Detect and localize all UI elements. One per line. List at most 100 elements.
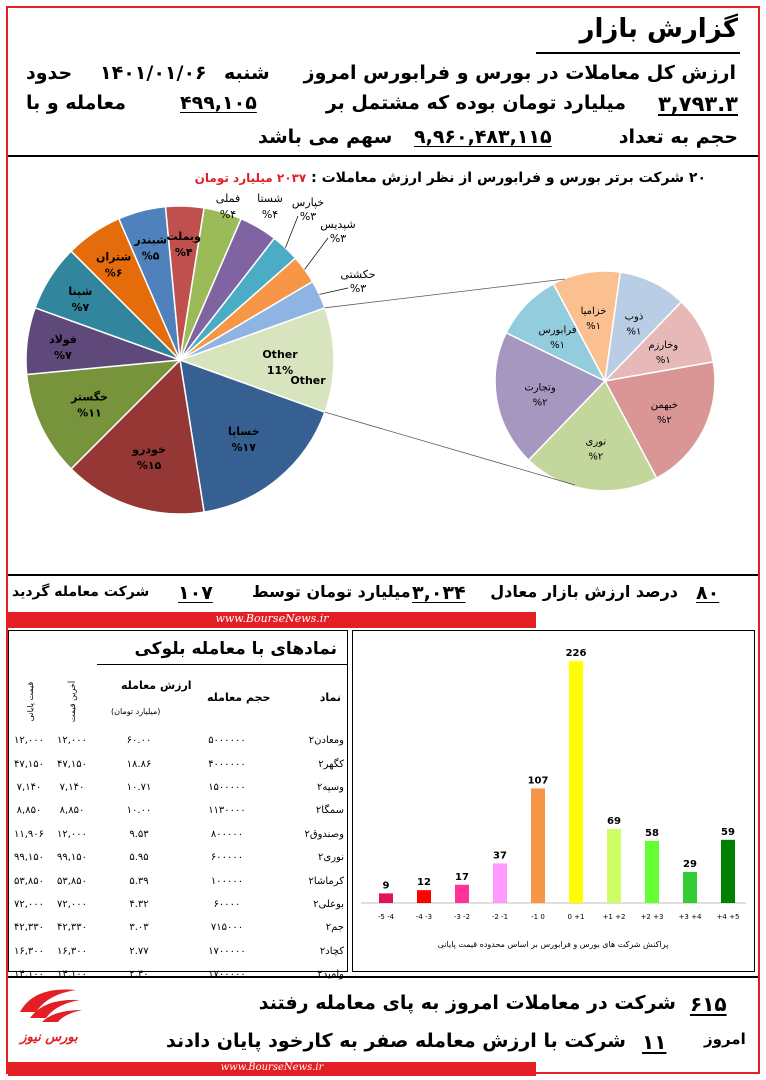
final-price-cell: ۷,۱۴۰ <box>16 781 42 793</box>
sub-pie-label-0: خزامیا <box>581 306 607 317</box>
traded-text: شرکت در معاملات امروز به پای معامله رفتن… <box>258 992 676 1014</box>
final-price-cell: ۹۹,۱۵۰ <box>13 852 45 864</box>
divider <box>8 574 758 576</box>
col-symbol-header: نماد <box>319 691 341 704</box>
volume-cell: ۱۵۰۰۰۰۰ <box>208 781 246 793</box>
pie-title-text: ۲۰ شرکت برتر بورس و فرابورس از نظر ارزش … <box>311 170 706 186</box>
pie-pct-8: %۴ <box>175 246 193 259</box>
summary-text-c: شرکت معامله گردید <box>12 584 150 600</box>
value-cell: ۹.۵۳ <box>129 828 149 840</box>
divider <box>8 976 758 978</box>
volume-cell: ۱۷۰۰۰۰۰ <box>208 969 246 981</box>
zero-text: شرکت با ارزش معامله صفر به کارخود پایان … <box>166 1030 626 1052</box>
pie-label-7: شبندر <box>133 234 166 247</box>
value-cell: ۱۰.۷۱ <box>126 781 152 793</box>
table-row: ۵۳,۸۵۰ ۵۳,۸۵۰ ۵.۳۹ ۱۰۰۰۰۰ کرماشا۲ <box>9 869 347 892</box>
block-table-title: نمادهای با معامله بلوکی <box>134 639 337 659</box>
header-line2-text: میلیارد تومان بوده که مشتمل بر <box>325 92 626 114</box>
pie-label-9: فملی <box>216 192 240 205</box>
bar-value-label-1: 12 <box>417 877 431 888</box>
final-price-cell: ۴۲,۳۳۰ <box>13 922 45 934</box>
site-url-bar-bottom: www.BourseNews.ir <box>8 1062 536 1076</box>
final-price-cell: ۸,۸۵۰ <box>16 805 42 817</box>
symbol-cell: کچاد۲ <box>319 945 344 957</box>
pie-label-10: شستا <box>257 192 283 205</box>
sub-pie-slice-5 <box>494 331 607 462</box>
pie-pct-3: %۱۱ <box>77 407 101 420</box>
value-cell: ۴.۳۲ <box>129 898 149 910</box>
pie-label-4: فولاد <box>49 333 77 346</box>
pie-slice-1 <box>179 358 326 513</box>
bar-value-label-3: 37 <box>493 850 507 861</box>
sub-pie-slice-6 <box>505 282 607 383</box>
pie-title: ۲۰ شرکت برتر بورس و فرابورس از نظر ارزش … <box>195 170 706 186</box>
bar-value-label-8: 29 <box>683 859 697 870</box>
final-price-cell: ۵۳,۸۵۰ <box>13 875 45 887</box>
sub-pie-label-3: خبهمن <box>651 400 678 411</box>
report-title: گزارش بازار <box>579 14 738 44</box>
sub-pie-slice-3 <box>603 361 716 480</box>
pie-label-8: وبملت <box>166 230 201 243</box>
value-cell: ۶۰.۰۰ <box>126 735 152 747</box>
traded-count: ۶۱۵ <box>690 992 727 1016</box>
header-line3-end: سهم می باشد <box>258 126 393 148</box>
pie-label-5: شپنا <box>68 285 92 298</box>
bar-0 <box>379 893 393 903</box>
final-price-cell: ۱۶,۳۰۰ <box>13 945 45 957</box>
chart-title: پراکنش شرکت های بورس و فرابورس بر اساس م… <box>438 940 669 949</box>
pie-pct-4: %۷ <box>54 349 72 362</box>
logo-swirl-icon <box>20 989 82 1022</box>
summary-text-a: درصد ارزش بازار معادل <box>490 582 678 601</box>
divider <box>8 155 758 157</box>
header-line1-text: ارزش کل معاملات در بورس و فرابورس امروز <box>303 62 736 84</box>
pie-label-0: Other <box>290 374 326 387</box>
bar-chart-panel: 9 -5 -4 12 -4 -3 17 -3 -2 37 -2 -1 107 -1 0 226 0 +… <box>352 630 755 972</box>
col-final-label: قیمت پایانی <box>26 681 36 721</box>
sub-pie-pct-1: %۱ <box>626 327 641 338</box>
pie-of-pie-chart: Other11%خساپا%۱۷خودرو%۱۵خگستر%۱۱فولاد%۷ش… <box>25 192 716 515</box>
today-label: امروز <box>704 1030 746 1048</box>
x-tick-label-5: 0 +1 <box>568 913 585 921</box>
volume-cell: ۶۰۰۰۰ <box>213 898 241 910</box>
pie-label-12: شپدیس <box>320 218 355 231</box>
symbol-cell: جم۲ <box>325 922 344 934</box>
pie-pct-6: %۶ <box>105 266 123 279</box>
bar-1 <box>417 890 431 903</box>
sub-pie-label-4: نوری <box>586 436 607 447</box>
value-cell: ۵.۹۵ <box>129 852 149 864</box>
symbol-cell: کگهر۲ <box>318 758 344 770</box>
table-row: ۷,۱۴۰ ۷,۱۴۰ ۱۰.۷۱ ۱۵۰۰۰۰۰ وسپه۲ <box>9 776 347 799</box>
table-row: ۴۲,۳۳۰ ۴۲,۳۳۰ ۳.۰۳ ۷۱۵۰۰۰ جم۲ <box>9 916 347 939</box>
pie-label-2: خودرو <box>131 443 166 456</box>
x-tick-label-0: -5 -4 <box>378 913 395 921</box>
trade-volume: ۹,۹۶۰,۴۸۳,۱۱۵ <box>414 126 552 148</box>
summary-companies: ۱۰۷ <box>178 582 213 604</box>
symbol-cell: ومعادن۲ <box>308 735 344 747</box>
value-cell: ۱۰.۰۰ <box>126 805 152 817</box>
pie-pct-5: %۷ <box>71 301 89 314</box>
table-row: ۱۲,۰۰۰ ۱۲,۰۰۰ ۶۰.۰۰ ۵۰۰۰۰۰۰ ومعادن۲ <box>9 729 347 752</box>
bar-value-label-6: 69 <box>607 816 621 827</box>
bar-value-label-4: 107 <box>528 775 549 786</box>
final-price-cell: ۱۴,۱۰۰ <box>13 969 45 981</box>
site-url-bar: www.BourseNews.ir <box>8 612 536 628</box>
bar-value-label-2: 17 <box>455 872 469 883</box>
col-last-label: آخرین قیمت <box>68 680 78 722</box>
summary-text-b: میلیارد تومان توسط <box>252 582 411 601</box>
value-cell: ۱۸.۸۶ <box>126 758 152 770</box>
last-price-cell: ۱۲,۰۰۰ <box>56 735 88 747</box>
zero-count: ۱۱ <box>642 1030 667 1054</box>
pie-pct-13: %۳ <box>350 282 366 295</box>
last-price-cell: ۱۶,۳۰۰ <box>56 945 88 957</box>
col-volume-header: حجم معامله <box>207 691 271 704</box>
x-tick-label-4: -1 0 <box>531 913 545 921</box>
block-trades-panel: نمادهای با معامله بلوکی نماد حجم معامله … <box>8 630 348 980</box>
header-date: ۱۴۰۱/۰۱/۰۶ <box>100 62 207 84</box>
last-price-cell: ۴۲,۳۳۰ <box>56 922 88 934</box>
symbol-cell: سمگا۲ <box>315 805 344 817</box>
header-line3-text: حجم به تعداد <box>618 126 738 148</box>
pie-subtitle: ۲۰۳۷ میلیارد تومان <box>194 171 307 185</box>
summary-value: ۳,۰۳۴ <box>412 582 466 604</box>
last-price-cell: ۸,۸۵۰ <box>59 805 85 817</box>
trade-count: ۴۹۹,۱۰۵ <box>180 92 257 114</box>
